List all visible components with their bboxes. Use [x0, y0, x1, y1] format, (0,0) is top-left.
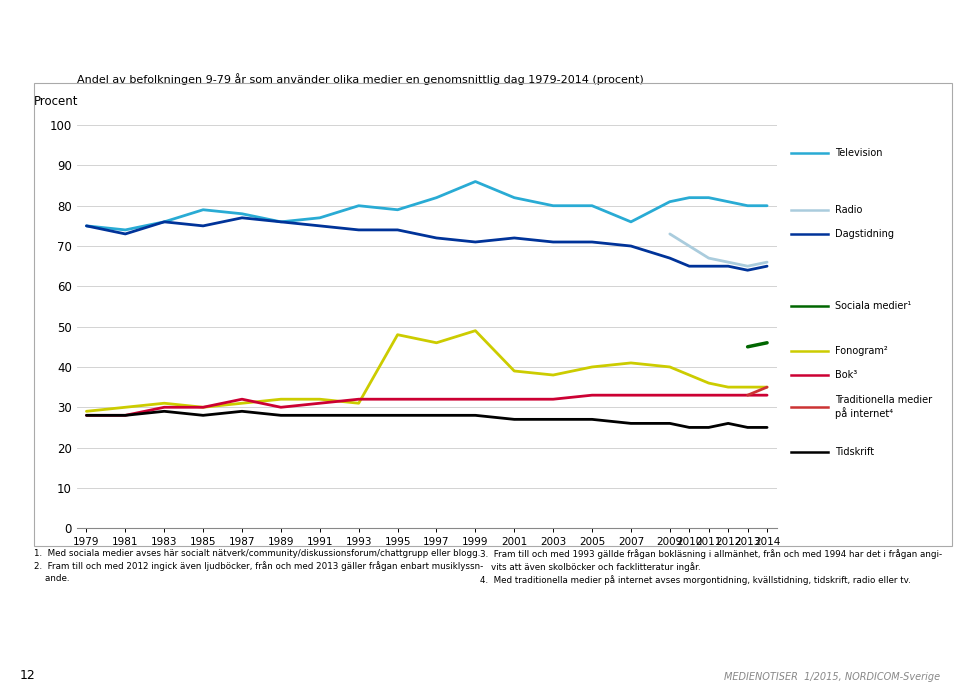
- Text: MEDIENOTISER  1/2015, NORDICOM-Sverige: MEDIENOTISER 1/2015, NORDICOM-Sverige: [724, 673, 940, 682]
- Text: Dagstidning: Dagstidning: [835, 229, 895, 239]
- Text: Radio: Radio: [835, 205, 863, 215]
- Text: 12: 12: [19, 669, 35, 682]
- Text: 3.  Fram till och med 1993 gällde frågan bokläsning i allmänhet, från och med 19: 3. Fram till och med 1993 gällde frågan …: [480, 549, 942, 585]
- Text: Traditionella medier
på internet⁴: Traditionella medier på internet⁴: [835, 395, 932, 419]
- Text: Procent: Procent: [34, 95, 78, 108]
- Text: Television: Television: [835, 148, 883, 158]
- Text: 1.  Med sociala medier avses här socialt nätverk/community/diskussionsforum/chat: 1. Med sociala medier avses här socialt …: [34, 549, 482, 583]
- Text: Sociala medier¹: Sociala medier¹: [835, 302, 912, 311]
- Text: Andel av befolkningen 9-79 år som använder olika medier en genomsnittlig dag 197: Andel av befolkningen 9-79 år som använd…: [77, 73, 643, 85]
- Text: Bok³: Bok³: [835, 370, 857, 380]
- Text: Mediedagen 1979-2014: Mediedagen 1979-2014: [222, 21, 737, 59]
- Text: Tidskrift: Tidskrift: [835, 447, 875, 457]
- Text: Fonogram²: Fonogram²: [835, 346, 888, 356]
